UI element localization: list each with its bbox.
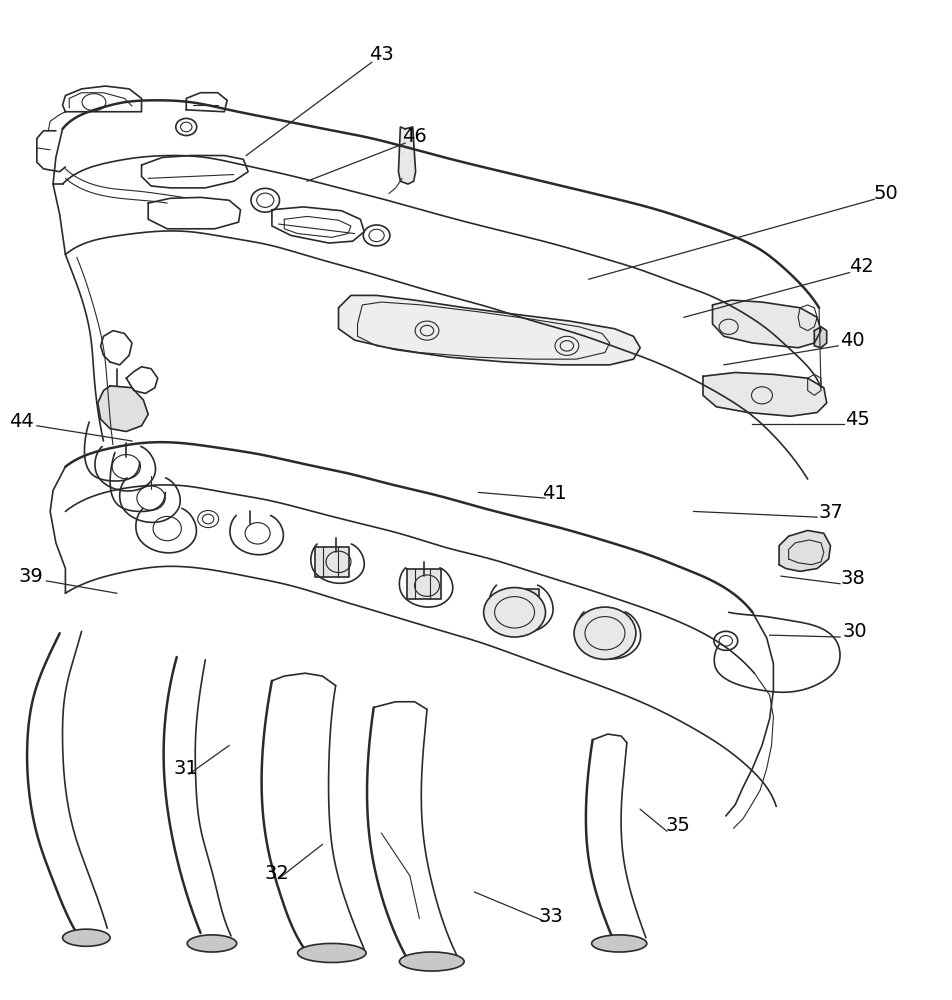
Polygon shape [407,569,441,599]
Text: 46: 46 [402,127,426,146]
Ellipse shape [483,588,545,637]
Polygon shape [712,300,820,348]
Polygon shape [338,295,640,365]
Text: 35: 35 [665,816,690,835]
Polygon shape [98,386,149,431]
Text: 39: 39 [19,567,44,586]
Ellipse shape [297,943,366,962]
Text: 43: 43 [368,45,393,64]
Text: 38: 38 [839,569,863,588]
Text: 30: 30 [843,622,866,641]
Text: 31: 31 [173,759,198,778]
Polygon shape [505,589,539,620]
Text: 41: 41 [542,484,566,503]
Text: 40: 40 [840,331,863,350]
Text: 45: 45 [843,410,868,429]
Text: 44: 44 [10,412,34,431]
Text: 33: 33 [538,907,563,926]
Ellipse shape [399,952,464,971]
Polygon shape [703,372,825,416]
Text: 32: 32 [264,864,288,883]
Ellipse shape [187,935,236,952]
Polygon shape [398,127,415,184]
Ellipse shape [591,935,646,952]
Polygon shape [813,327,825,348]
Polygon shape [779,530,829,571]
Text: 37: 37 [817,503,842,522]
Ellipse shape [63,929,110,946]
Ellipse shape [573,607,635,659]
Polygon shape [315,547,348,577]
Text: 42: 42 [848,257,873,276]
Text: 50: 50 [872,184,897,203]
